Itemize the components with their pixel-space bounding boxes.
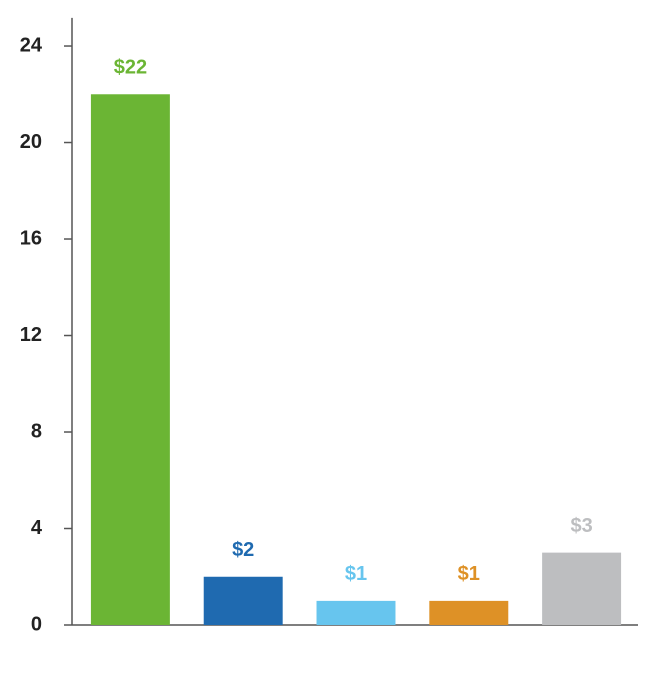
value-label: $3 <box>570 515 592 537</box>
y-tick-label: 24 <box>20 34 43 56</box>
value-label: $1 <box>458 563 480 585</box>
y-tick-label: 8 <box>31 420 42 442</box>
y-tick-label: 4 <box>31 517 43 539</box>
bar <box>203 576 283 625</box>
y-tick-label: 0 <box>31 613 42 635</box>
value-label: $1 <box>345 563 367 585</box>
value-label: $2 <box>232 539 254 561</box>
y-tick-label: 12 <box>20 324 42 346</box>
bar <box>90 94 170 626</box>
bar <box>542 552 622 625</box>
bar <box>429 600 509 625</box>
y-tick-label: 20 <box>20 131 42 153</box>
bar <box>316 600 396 625</box>
value-label: $22 <box>114 57 147 79</box>
y-tick-label: 16 <box>20 227 42 249</box>
